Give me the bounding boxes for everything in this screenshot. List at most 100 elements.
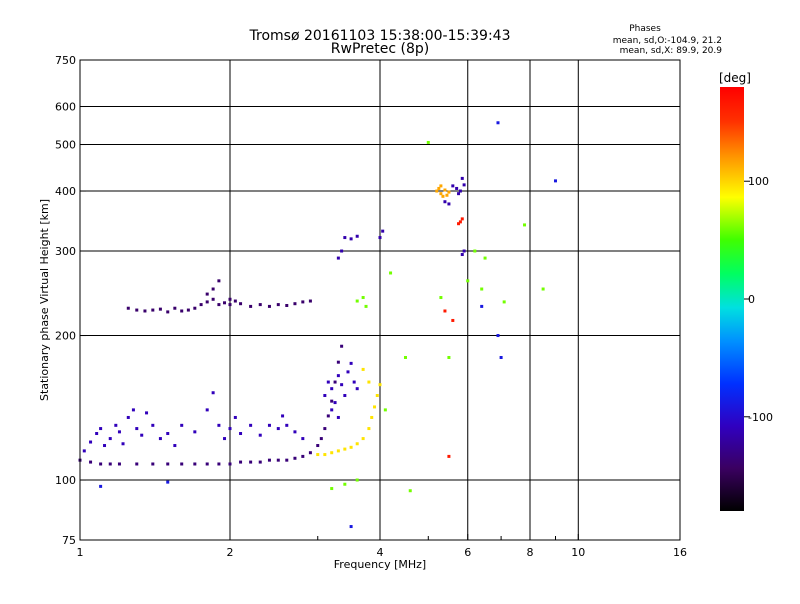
data-point xyxy=(443,309,447,313)
data-point xyxy=(523,223,527,227)
data-point xyxy=(480,287,484,291)
data-point xyxy=(228,462,232,466)
data-point xyxy=(249,423,253,427)
data-point xyxy=(193,306,197,310)
x-tick-label: 6 xyxy=(464,546,471,559)
data-point xyxy=(228,427,232,431)
data-point xyxy=(473,249,477,253)
data-point xyxy=(447,190,451,194)
data-point xyxy=(367,380,371,384)
data-point xyxy=(281,414,285,418)
data-point xyxy=(460,217,464,221)
data-point xyxy=(301,300,305,304)
data-point xyxy=(166,480,170,484)
data-point xyxy=(233,299,237,303)
data-point xyxy=(180,462,184,466)
y-axis-label: Stationary phase Virtual Height [km] xyxy=(38,199,51,401)
x-tick-label: 2 xyxy=(227,546,234,559)
data-point xyxy=(496,121,500,125)
data-point xyxy=(173,306,177,310)
data-point xyxy=(135,308,139,312)
data-point xyxy=(462,249,466,253)
data-point xyxy=(276,458,280,462)
data-point xyxy=(364,304,368,308)
data-point xyxy=(323,394,327,398)
data-point xyxy=(333,401,337,405)
data-point xyxy=(193,430,197,434)
data-point xyxy=(462,183,466,187)
data-point xyxy=(205,300,209,304)
data-point xyxy=(103,444,107,448)
grid-lines xyxy=(79,60,681,540)
data-point xyxy=(349,237,353,241)
data-point xyxy=(439,184,443,188)
data-point xyxy=(276,303,280,307)
data-point xyxy=(349,525,353,529)
data-point xyxy=(451,318,455,322)
data-point xyxy=(333,380,337,384)
data-point xyxy=(166,462,170,466)
data-point xyxy=(458,220,462,224)
data-point xyxy=(95,432,99,436)
data-point xyxy=(249,304,253,308)
data-point xyxy=(378,383,382,387)
data-point xyxy=(370,415,374,419)
data-point xyxy=(140,433,144,437)
data-point xyxy=(258,433,262,437)
data-point xyxy=(480,304,484,308)
data-point xyxy=(457,192,461,196)
y-tick-label: 100 xyxy=(55,474,76,487)
colorbar-tick-label: 0 xyxy=(748,293,755,306)
data-point xyxy=(445,193,449,197)
data-point xyxy=(145,411,149,415)
data-point xyxy=(319,437,323,441)
chart-subtitle: RwPretec (8p) xyxy=(331,41,429,57)
data-point xyxy=(108,462,112,466)
data-point xyxy=(343,447,347,451)
data-point xyxy=(108,437,112,441)
data-point xyxy=(151,308,155,312)
data-point xyxy=(340,249,344,253)
data-point xyxy=(439,192,443,196)
data-point xyxy=(173,444,177,448)
data-point xyxy=(126,306,130,310)
x-axis-label: Frequency [MHz] xyxy=(334,558,426,571)
y-tick-label: 400 xyxy=(55,185,76,198)
x-tick-label: 4 xyxy=(377,546,384,559)
data-point xyxy=(211,297,215,301)
data-point xyxy=(330,487,334,491)
data-point xyxy=(502,300,506,304)
data-point xyxy=(343,482,347,486)
colorbar-tick-label: -100 xyxy=(748,411,773,424)
data-point xyxy=(258,460,262,464)
data-point xyxy=(143,309,147,313)
y-axis-ticks: 75 100 200 300 400 500 600 750 xyxy=(55,54,86,547)
data-point xyxy=(205,292,209,296)
y-tick-label: 600 xyxy=(55,101,76,114)
data-point xyxy=(217,423,221,427)
legend-line-o: mean, sd,O:-104.9, 21.2 xyxy=(613,36,722,46)
data-point xyxy=(553,179,557,183)
data-point xyxy=(460,253,464,257)
data-point xyxy=(316,453,320,457)
data-point xyxy=(205,408,209,412)
data-point xyxy=(349,445,353,449)
data-point xyxy=(340,383,344,387)
data-point xyxy=(126,415,130,419)
colorbar-tick-label: 100 xyxy=(748,175,769,188)
data-point xyxy=(151,462,155,466)
legend-line-x: mean, sd,X: 89.9, 20.9 xyxy=(620,46,723,56)
data-point xyxy=(114,423,118,427)
data-point xyxy=(99,484,103,488)
data-point xyxy=(373,405,377,409)
data-point xyxy=(89,460,93,464)
data-point xyxy=(285,423,289,427)
x-tick-label: 10 xyxy=(571,546,585,559)
data-point xyxy=(403,355,407,359)
data-point xyxy=(323,453,327,457)
data-point xyxy=(121,442,125,446)
data-point xyxy=(267,458,271,462)
data-point xyxy=(336,360,340,364)
data-point xyxy=(258,303,262,307)
